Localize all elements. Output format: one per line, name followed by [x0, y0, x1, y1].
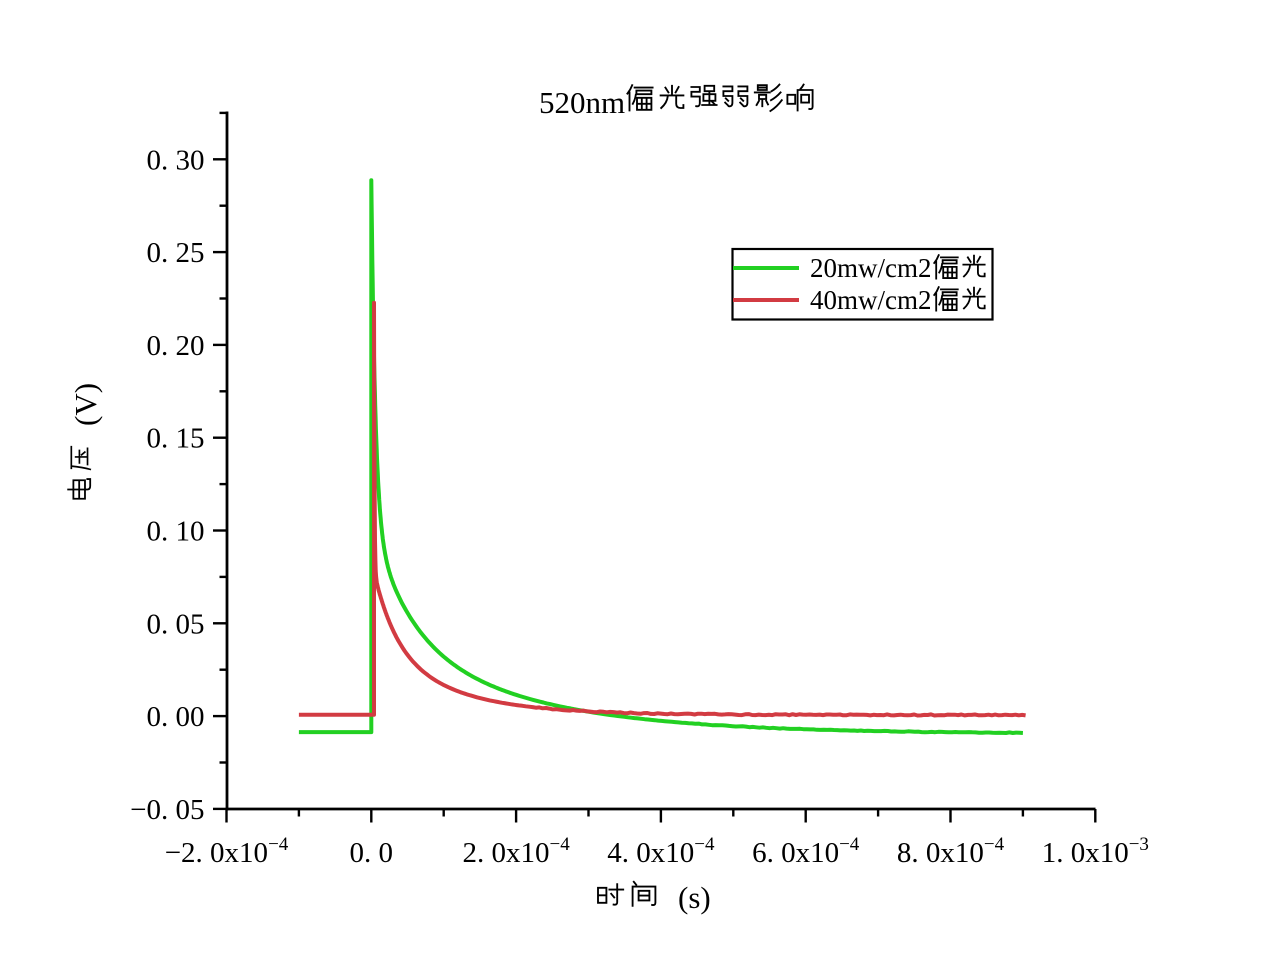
svg-text:520nm: 520nm: [539, 85, 625, 120]
svg-text:0. 0: 0. 0: [350, 837, 394, 869]
svg-text:0. 05: 0. 05: [147, 608, 205, 640]
svg-text:0. 30: 0. 30: [147, 144, 205, 176]
svg-text:2. 0x10−4: 2. 0x10−4: [462, 834, 570, 869]
svg-text:0. 20: 0. 20: [147, 330, 205, 362]
svg-text:−0. 05: −0. 05: [130, 794, 204, 826]
svg-text:0. 15: 0. 15: [147, 423, 205, 455]
svg-text:0. 00: 0. 00: [147, 701, 205, 733]
svg-text:(s): (s): [678, 880, 711, 915]
svg-text:20mw/cm2: 20mw/cm2: [810, 253, 932, 283]
svg-text:40mw/cm2: 40mw/cm2: [810, 285, 932, 315]
svg-text:0. 25: 0. 25: [147, 237, 205, 269]
svg-text:0. 10: 0. 10: [147, 516, 205, 548]
svg-text:(V): (V): [68, 383, 103, 426]
